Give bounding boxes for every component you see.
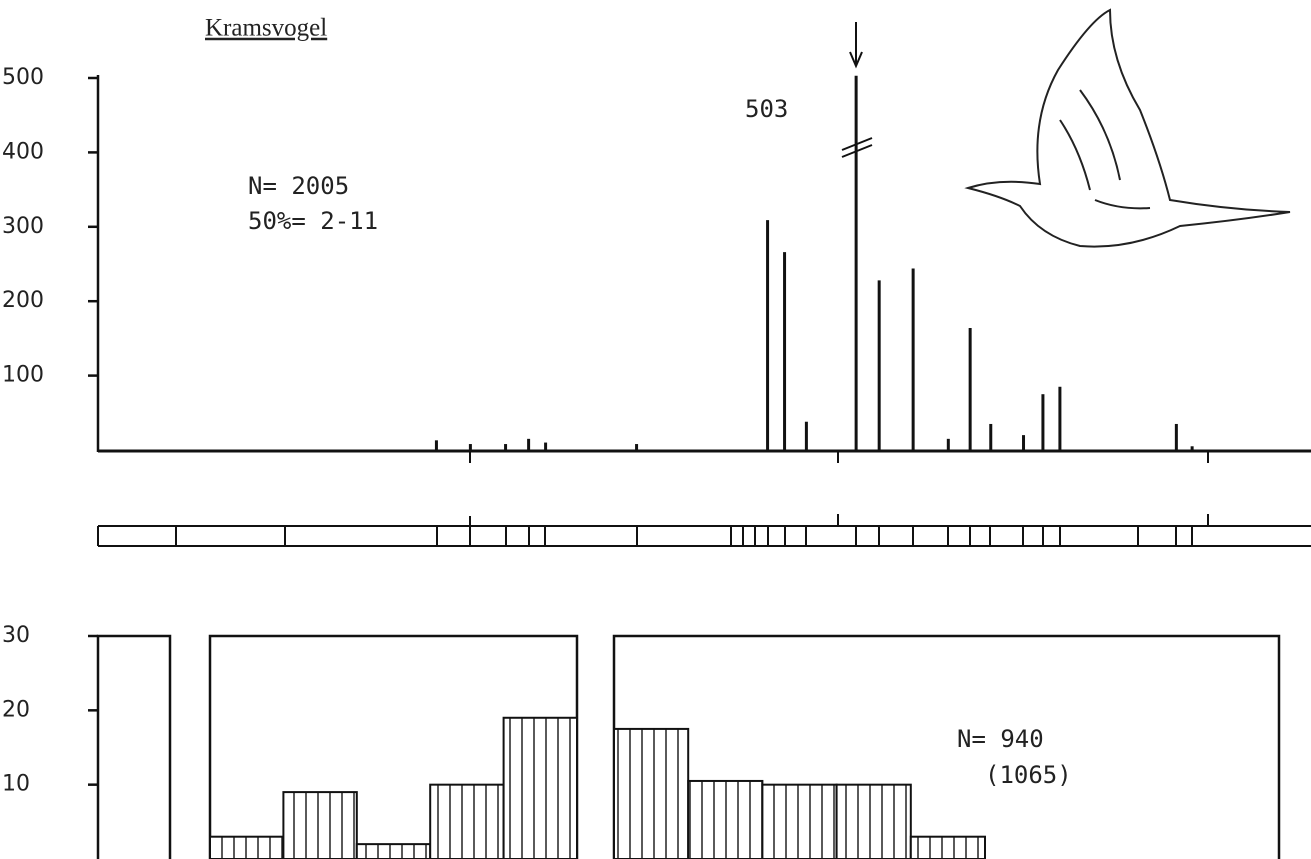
y-tick-label: 100	[2, 363, 44, 388]
arrow	[849, 51, 863, 69]
y-tick-label: 30	[2, 623, 30, 648]
time-strip	[97, 451, 1311, 547]
bar	[909, 835, 986, 859]
annotation: N= 2005	[248, 172, 349, 200]
y-tick-label: 20	[2, 697, 30, 722]
bar	[613, 727, 690, 859]
y-tick-label: 200	[2, 288, 44, 313]
annotation: N= 940	[957, 725, 1044, 753]
bar	[355, 843, 432, 859]
bird-illustration	[964, 8, 1291, 248]
y-tick-label: 300	[2, 214, 44, 239]
annotation: 50%= 2-11	[248, 207, 378, 235]
bar	[209, 835, 285, 859]
bar	[835, 783, 912, 859]
bar	[687, 779, 764, 859]
y-tick-label: 400	[2, 139, 44, 164]
y-tick-label: 500	[2, 65, 44, 90]
y-tick-label: 10	[2, 772, 30, 797]
bar	[761, 783, 838, 859]
chart-title: Kramsvogel	[205, 15, 327, 42]
bar	[502, 716, 579, 859]
annotation: (1065)	[985, 761, 1072, 789]
bar	[282, 791, 358, 859]
data-label: 503	[745, 95, 788, 123]
bar	[429, 783, 505, 859]
